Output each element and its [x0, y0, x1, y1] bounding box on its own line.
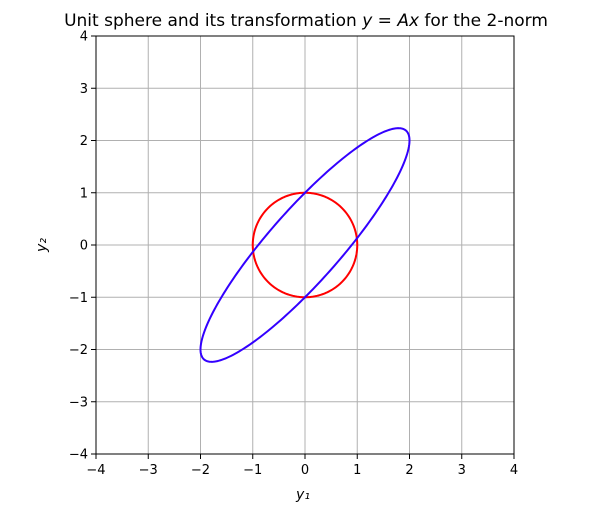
unit-circle-curve	[251, 191, 359, 299]
x-tick-label: 1	[353, 463, 361, 478]
y-tick-label: 2	[80, 134, 88, 149]
y-tick-label: −3	[69, 395, 88, 410]
x-tick-label: −4	[86, 463, 105, 478]
x-axis-label: y₁	[295, 487, 310, 503]
y-tick-label: 0	[80, 239, 88, 254]
x-tick-label: −3	[139, 463, 158, 478]
x-tick-label: 0	[301, 463, 309, 478]
tick-marks	[91, 35, 515, 459]
x-tick-labels: −4 −3 −2 −1 0 1 2 3 4	[86, 463, 518, 478]
y-tick-label: 4	[80, 30, 88, 45]
transformed-ellipse-curve	[199, 127, 411, 363]
grid	[95, 35, 515, 455]
chart-title: Unit sphere and its transformation y = A…	[64, 11, 548, 31]
x-tick-label: −1	[243, 463, 262, 478]
y-tick-label: −4	[69, 448, 88, 463]
y-tick-label: −1	[69, 291, 88, 306]
y-axis-label: y₂	[34, 238, 50, 253]
y-tick-labels: −4 −3 −2 −1 0 1 2 3 4	[69, 30, 88, 463]
x-tick-label: 2	[405, 463, 413, 478]
x-tick-label: −2	[191, 463, 210, 478]
y-tick-label: −2	[69, 343, 88, 358]
x-tick-label: 3	[458, 463, 466, 478]
curves	[199, 127, 411, 363]
x-tick-label: 4	[510, 463, 518, 478]
y-tick-label: 3	[80, 82, 88, 97]
y-tick-label: 1	[80, 186, 88, 201]
